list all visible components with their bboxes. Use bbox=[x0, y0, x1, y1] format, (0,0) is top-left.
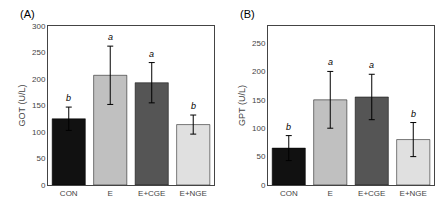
svg-text:a: a bbox=[149, 49, 154, 59]
svg-text:100: 100 bbox=[32, 128, 46, 137]
svg-text:E+CGE: E+CGE bbox=[358, 189, 385, 198]
svg-text:50: 50 bbox=[257, 152, 266, 161]
svg-text:100: 100 bbox=[252, 124, 266, 133]
svg-text:CON: CON bbox=[60, 189, 78, 198]
svg-text:150: 150 bbox=[252, 96, 266, 105]
svg-text:b: b bbox=[191, 101, 196, 111]
svg-text:GOT (U/L): GOT (U/L) bbox=[17, 85, 27, 127]
svg-text:0: 0 bbox=[261, 181, 266, 190]
svg-text:a: a bbox=[369, 60, 374, 70]
svg-text:CON: CON bbox=[280, 189, 298, 198]
svg-text:a: a bbox=[328, 57, 333, 67]
svg-text:b: b bbox=[66, 93, 71, 103]
svg-text:250: 250 bbox=[32, 48, 46, 57]
svg-text:E+NGE: E+NGE bbox=[400, 189, 427, 198]
svg-text:E+NGE: E+NGE bbox=[180, 189, 207, 198]
svg-text:E+CGE: E+CGE bbox=[138, 189, 165, 198]
svg-text:200: 200 bbox=[252, 67, 266, 76]
svg-text:250: 250 bbox=[252, 39, 266, 48]
svg-text:b: b bbox=[286, 122, 291, 132]
svg-text:50: 50 bbox=[36, 154, 45, 163]
svg-text:200: 200 bbox=[32, 75, 46, 84]
svg-text:b: b bbox=[411, 109, 416, 119]
svg-text:E: E bbox=[328, 189, 333, 198]
svg-text:(B): (B) bbox=[240, 8, 255, 20]
svg-text:300: 300 bbox=[32, 22, 46, 31]
svg-text:150: 150 bbox=[32, 101, 46, 110]
svg-text:a: a bbox=[108, 32, 113, 42]
svg-text:E: E bbox=[108, 189, 113, 198]
svg-text:(A): (A) bbox=[20, 8, 35, 20]
svg-text:GPT (U/L): GPT (U/L) bbox=[237, 85, 247, 126]
svg-text:0: 0 bbox=[41, 181, 46, 190]
